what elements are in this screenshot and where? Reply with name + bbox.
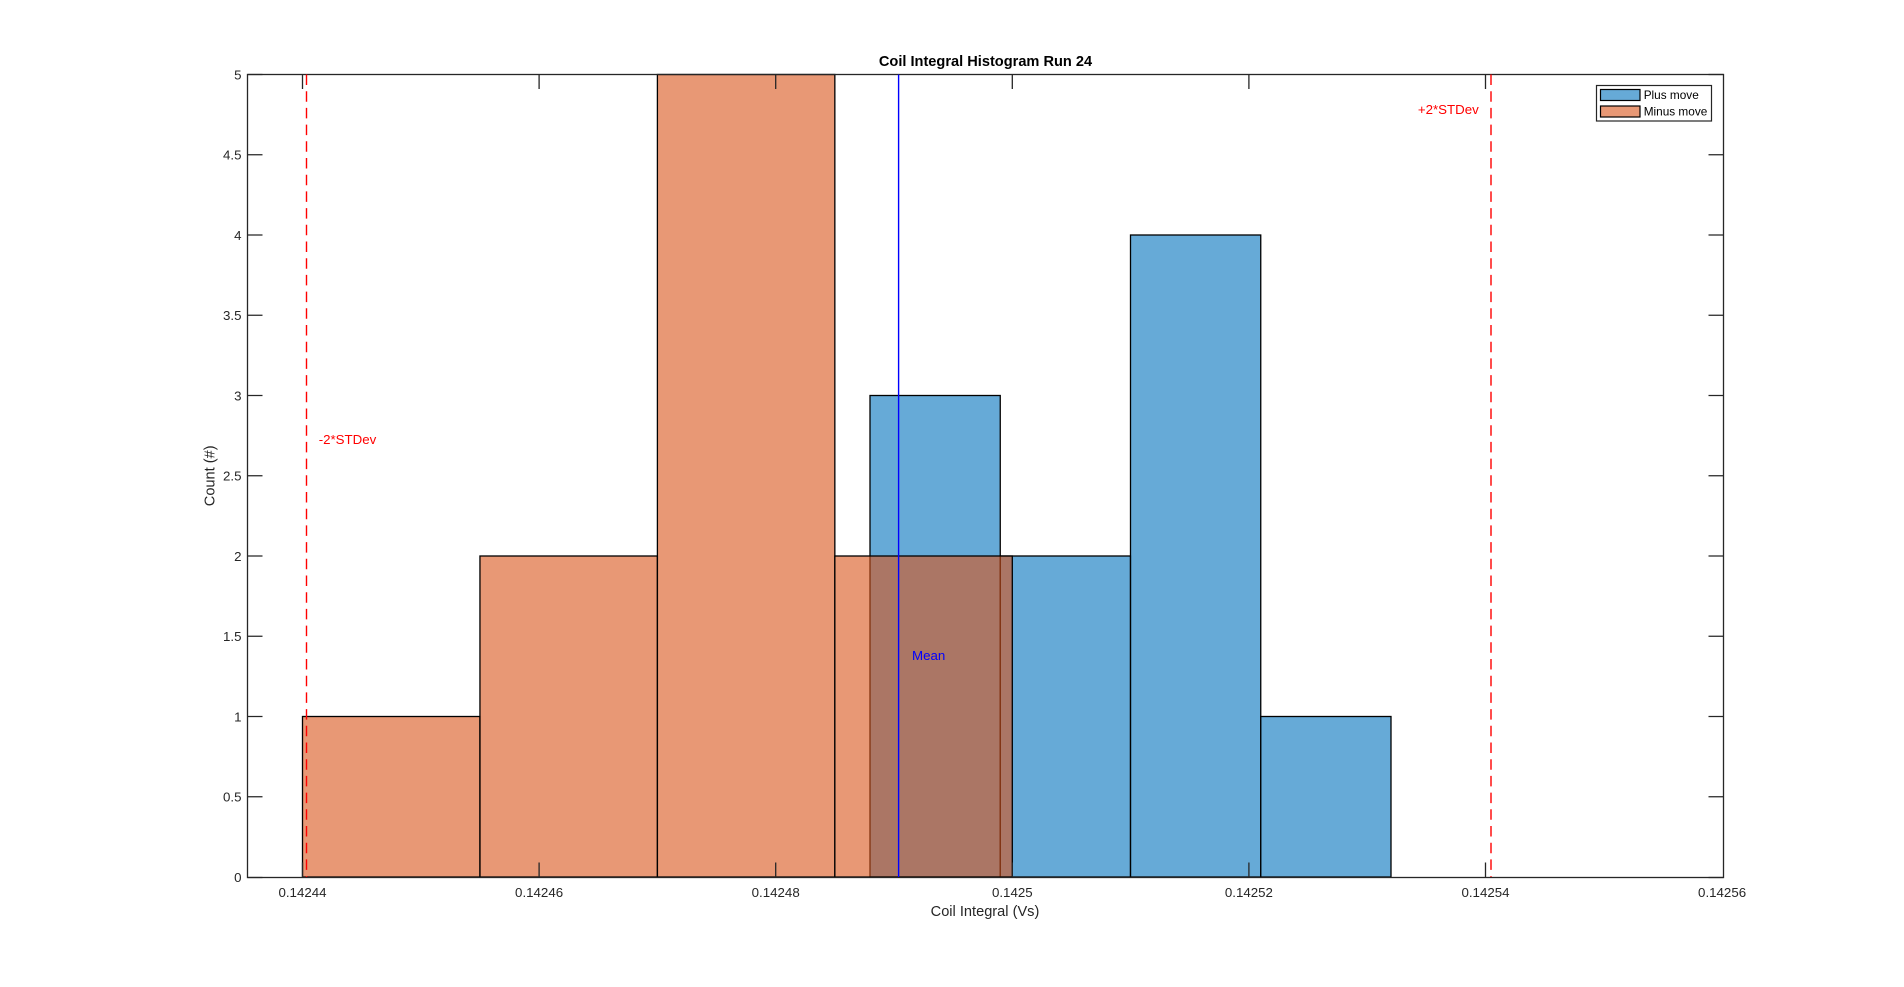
svg-text:0.5: 0.5 xyxy=(223,790,242,805)
svg-text:0.14244: 0.14244 xyxy=(278,885,326,900)
svg-text:0.14248: 0.14248 xyxy=(752,885,800,900)
svg-text:5: 5 xyxy=(234,67,241,82)
svg-text:0.14252: 0.14252 xyxy=(1225,885,1273,900)
svg-text:0.14254: 0.14254 xyxy=(1461,885,1509,900)
svg-text:-2*STDev: -2*STDev xyxy=(319,432,377,447)
svg-text:1: 1 xyxy=(234,709,241,724)
svg-text:Minus move: Minus move xyxy=(1644,104,1708,118)
svg-text:Count (#): Count (#) xyxy=(203,445,219,506)
svg-text:Mean: Mean xyxy=(912,648,945,663)
svg-text:0.14256: 0.14256 xyxy=(1698,885,1746,900)
svg-text:Coil Integral Histogram Run 24: Coil Integral Histogram Run 24 xyxy=(879,54,1093,70)
svg-text:0: 0 xyxy=(234,870,241,885)
svg-text:0.1425: 0.1425 xyxy=(992,885,1033,900)
svg-text:0.14246: 0.14246 xyxy=(515,885,563,900)
svg-text:Coil Integral (Vs): Coil Integral (Vs) xyxy=(931,904,1040,920)
svg-text:1.5: 1.5 xyxy=(223,629,242,644)
svg-text:4: 4 xyxy=(234,228,241,243)
svg-text:2.5: 2.5 xyxy=(223,469,242,484)
svg-text:3: 3 xyxy=(234,388,241,403)
svg-text:3.5: 3.5 xyxy=(223,308,242,323)
svg-text:+2*STDev: +2*STDev xyxy=(1418,102,1479,117)
svg-text:Plus move: Plus move xyxy=(1644,88,1700,102)
svg-text:4.5: 4.5 xyxy=(223,148,242,163)
svg-text:2: 2 xyxy=(234,549,241,564)
